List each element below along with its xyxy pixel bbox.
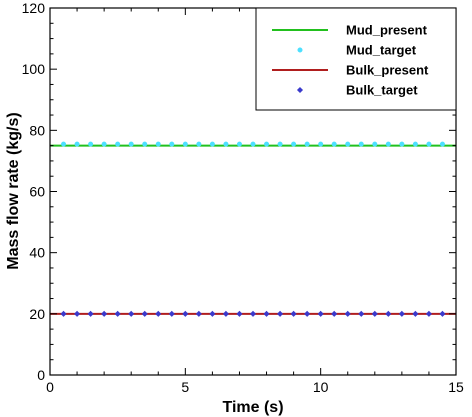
data-point (344, 310, 351, 317)
data-point (398, 310, 405, 317)
data-point (249, 310, 257, 317)
legend-label-mud-target: Mud_target (346, 43, 417, 58)
y-axis-title: Mass flow rate (kg/s) (5, 112, 22, 269)
data-point (196, 141, 202, 147)
legend-label-bulk-target: Bulk_target (346, 83, 418, 98)
series-markers-bulk-target (60, 310, 446, 317)
data-point (169, 141, 175, 147)
data-point (74, 310, 81, 317)
data-point (439, 141, 445, 147)
y-tick-label: 120 (22, 0, 46, 16)
x-tick-label: 5 (181, 379, 189, 395)
data-point (223, 141, 229, 147)
x-axis-title: Time (s) (222, 399, 283, 416)
data-point (318, 141, 324, 147)
data-point (425, 310, 432, 317)
data-point (358, 310, 365, 317)
y-tick-label: 80 (29, 122, 45, 138)
data-point (331, 141, 337, 147)
data-point (399, 141, 405, 147)
data-point (426, 141, 432, 147)
x-tick-label: 15 (448, 379, 464, 395)
data-point (236, 141, 242, 147)
legend-label-bulk-present: Bulk_present (346, 63, 429, 78)
y-tick-label: 0 (37, 367, 45, 383)
data-point (101, 310, 108, 317)
data-point (412, 141, 418, 147)
data-point (236, 310, 243, 317)
data-point (88, 141, 94, 147)
data-point (412, 310, 419, 317)
y-tick-label: 20 (29, 306, 45, 322)
data-point (209, 141, 215, 147)
data-point (114, 310, 121, 317)
data-point (142, 141, 148, 147)
x-tick-label: 10 (313, 379, 329, 395)
legend-label-mud-present: Mud_present (346, 23, 428, 38)
data-point (128, 141, 134, 147)
data-point (277, 310, 284, 317)
series-markers-mud-target (61, 141, 445, 147)
legend-swatch-bulk-target (296, 86, 304, 94)
data-point (317, 310, 324, 317)
data-point (264, 141, 270, 147)
data-point (358, 141, 364, 147)
data-point (61, 141, 67, 147)
data-point (182, 141, 188, 147)
data-point (345, 141, 351, 147)
data-point (290, 310, 297, 317)
legend: Mud_present Mud_target Bulk_present Bulk_ta… (255, 7, 457, 111)
data-point (277, 141, 283, 147)
x-tick-label: 0 (46, 379, 54, 395)
data-point (304, 141, 310, 147)
data-point (331, 310, 338, 317)
data-point (372, 141, 378, 147)
y-tick-label: 100 (22, 61, 46, 77)
data-point (155, 310, 162, 317)
data-point (60, 310, 67, 317)
data-point (250, 141, 256, 147)
legend-box (255, 7, 457, 111)
y-tick-label: 60 (29, 184, 45, 200)
data-point (263, 310, 270, 317)
plot-layer (50, 141, 456, 317)
data-point (168, 310, 175, 317)
data-point (209, 310, 216, 317)
legend-swatch-mud-target (297, 47, 303, 53)
data-point (115, 141, 121, 147)
y-tick-label: 40 (29, 245, 45, 261)
data-point (385, 310, 392, 317)
data-point (87, 310, 94, 317)
data-point (291, 141, 297, 147)
data-point (141, 310, 148, 317)
data-point (439, 310, 446, 317)
data-point (304, 310, 311, 317)
data-point (385, 141, 391, 147)
data-point (222, 310, 229, 317)
data-point (182, 310, 189, 317)
data-point (128, 310, 135, 317)
data-point (74, 141, 80, 147)
data-point (371, 310, 378, 317)
data-point (195, 310, 202, 317)
data-point (155, 141, 161, 147)
data-point (101, 141, 107, 147)
